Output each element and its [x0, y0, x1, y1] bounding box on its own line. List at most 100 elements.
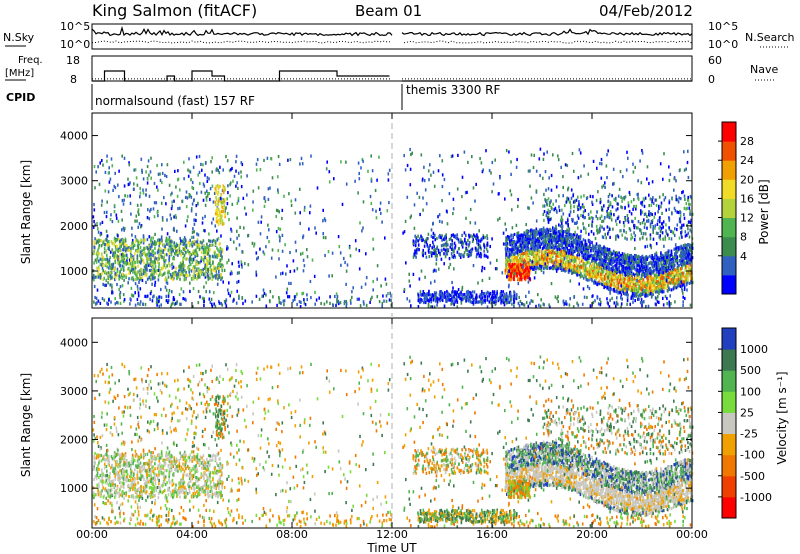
power-cell [417, 234, 419, 238]
power-cell [481, 236, 483, 241]
power-cell [259, 247, 261, 251]
power-cell [173, 274, 175, 278]
power-cell [603, 245, 605, 249]
power-cell [160, 295, 163, 299]
power-cell [220, 248, 223, 252]
power-cell [181, 239, 184, 243]
power-cell [129, 251, 132, 255]
power-cell [530, 236, 532, 240]
power-cell [314, 302, 316, 306]
power-cell [656, 300, 659, 304]
power-cell [655, 276, 658, 280]
power-cell [220, 302, 222, 306]
power-cell [199, 181, 201, 186]
power-cell [176, 243, 179, 247]
power-cell [186, 196, 189, 200]
power-cell [119, 271, 121, 275]
power-cell [112, 265, 114, 269]
power-cell [175, 273, 178, 277]
power-cell [618, 264, 621, 268]
power-cell [585, 278, 588, 282]
power-cell [607, 248, 609, 252]
power-cell [136, 203, 139, 207]
power-cell [262, 288, 265, 292]
power-cell [663, 264, 665, 268]
power-cell [277, 248, 280, 253]
power-cell [152, 269, 154, 273]
power-cell [184, 224, 187, 228]
power-cell [130, 212, 132, 216]
power-cell [310, 154, 312, 158]
cpid-left-text: normalsound (fast) 157 RF [95, 94, 255, 108]
power-cell [227, 288, 229, 292]
power-cell [143, 238, 145, 242]
power-cell [569, 297, 571, 301]
power-cell [140, 240, 143, 244]
power-cell [220, 273, 222, 277]
power-cell [211, 243, 214, 247]
power-cell [351, 295, 353, 299]
power-cell [136, 277, 138, 281]
power-cell [534, 229, 537, 233]
power-cell [270, 256, 273, 260]
power-cell [134, 261, 136, 265]
power-cell [444, 243, 447, 247]
power-cell [188, 273, 191, 277]
power-cell [653, 290, 655, 294]
power-cell [474, 246, 477, 250]
power-cell [612, 273, 615, 277]
power-cell [266, 156, 269, 160]
power-cell [225, 154, 227, 159]
power-cell [195, 240, 197, 244]
power-cell [680, 244, 682, 248]
power-cell [370, 179, 373, 183]
power-cell [378, 155, 380, 159]
power-cell [545, 239, 547, 243]
power-cell [483, 245, 486, 249]
power-cell [585, 271, 587, 276]
power-cell [126, 256, 129, 260]
power-cell [227, 184, 229, 188]
power-cell [220, 253, 222, 257]
power-cell [217, 168, 219, 172]
power-cell [674, 255, 677, 259]
power-cell [122, 252, 125, 256]
power-cell [573, 265, 575, 269]
power-cell [192, 249, 195, 253]
power-cell [588, 255, 590, 259]
power-cell [114, 272, 117, 276]
power-cell [162, 250, 164, 255]
power-cell [166, 264, 168, 268]
power-cell [140, 257, 142, 261]
power-cell [150, 176, 152, 180]
power-cell [97, 248, 99, 252]
power-cell [191, 260, 194, 264]
power-cell [255, 251, 258, 255]
power-cell [141, 272, 143, 276]
power-cell [213, 265, 215, 269]
power-cell [113, 268, 115, 272]
power-cell [123, 258, 126, 262]
power-cell [101, 266, 104, 270]
power-cell [94, 275, 96, 279]
power-cell [185, 243, 188, 247]
power-cell [118, 287, 120, 292]
power-cell [573, 239, 576, 243]
power-cell [420, 237, 423, 241]
power-cell [127, 248, 129, 252]
power-cell [206, 245, 208, 250]
power-cell [615, 276, 618, 280]
power-cell [150, 261, 153, 265]
power-cell [255, 162, 258, 166]
power-cell [110, 300, 112, 304]
power-cell [548, 303, 550, 307]
power-cell [215, 208, 218, 213]
power-cell [560, 229, 563, 234]
power-cell [344, 260, 346, 265]
power-cell [454, 255, 457, 259]
power-cell [142, 251, 145, 255]
power-cell [106, 253, 108, 257]
power-cell [573, 264, 576, 268]
power-cell [303, 205, 306, 210]
power-cell [217, 184, 220, 189]
